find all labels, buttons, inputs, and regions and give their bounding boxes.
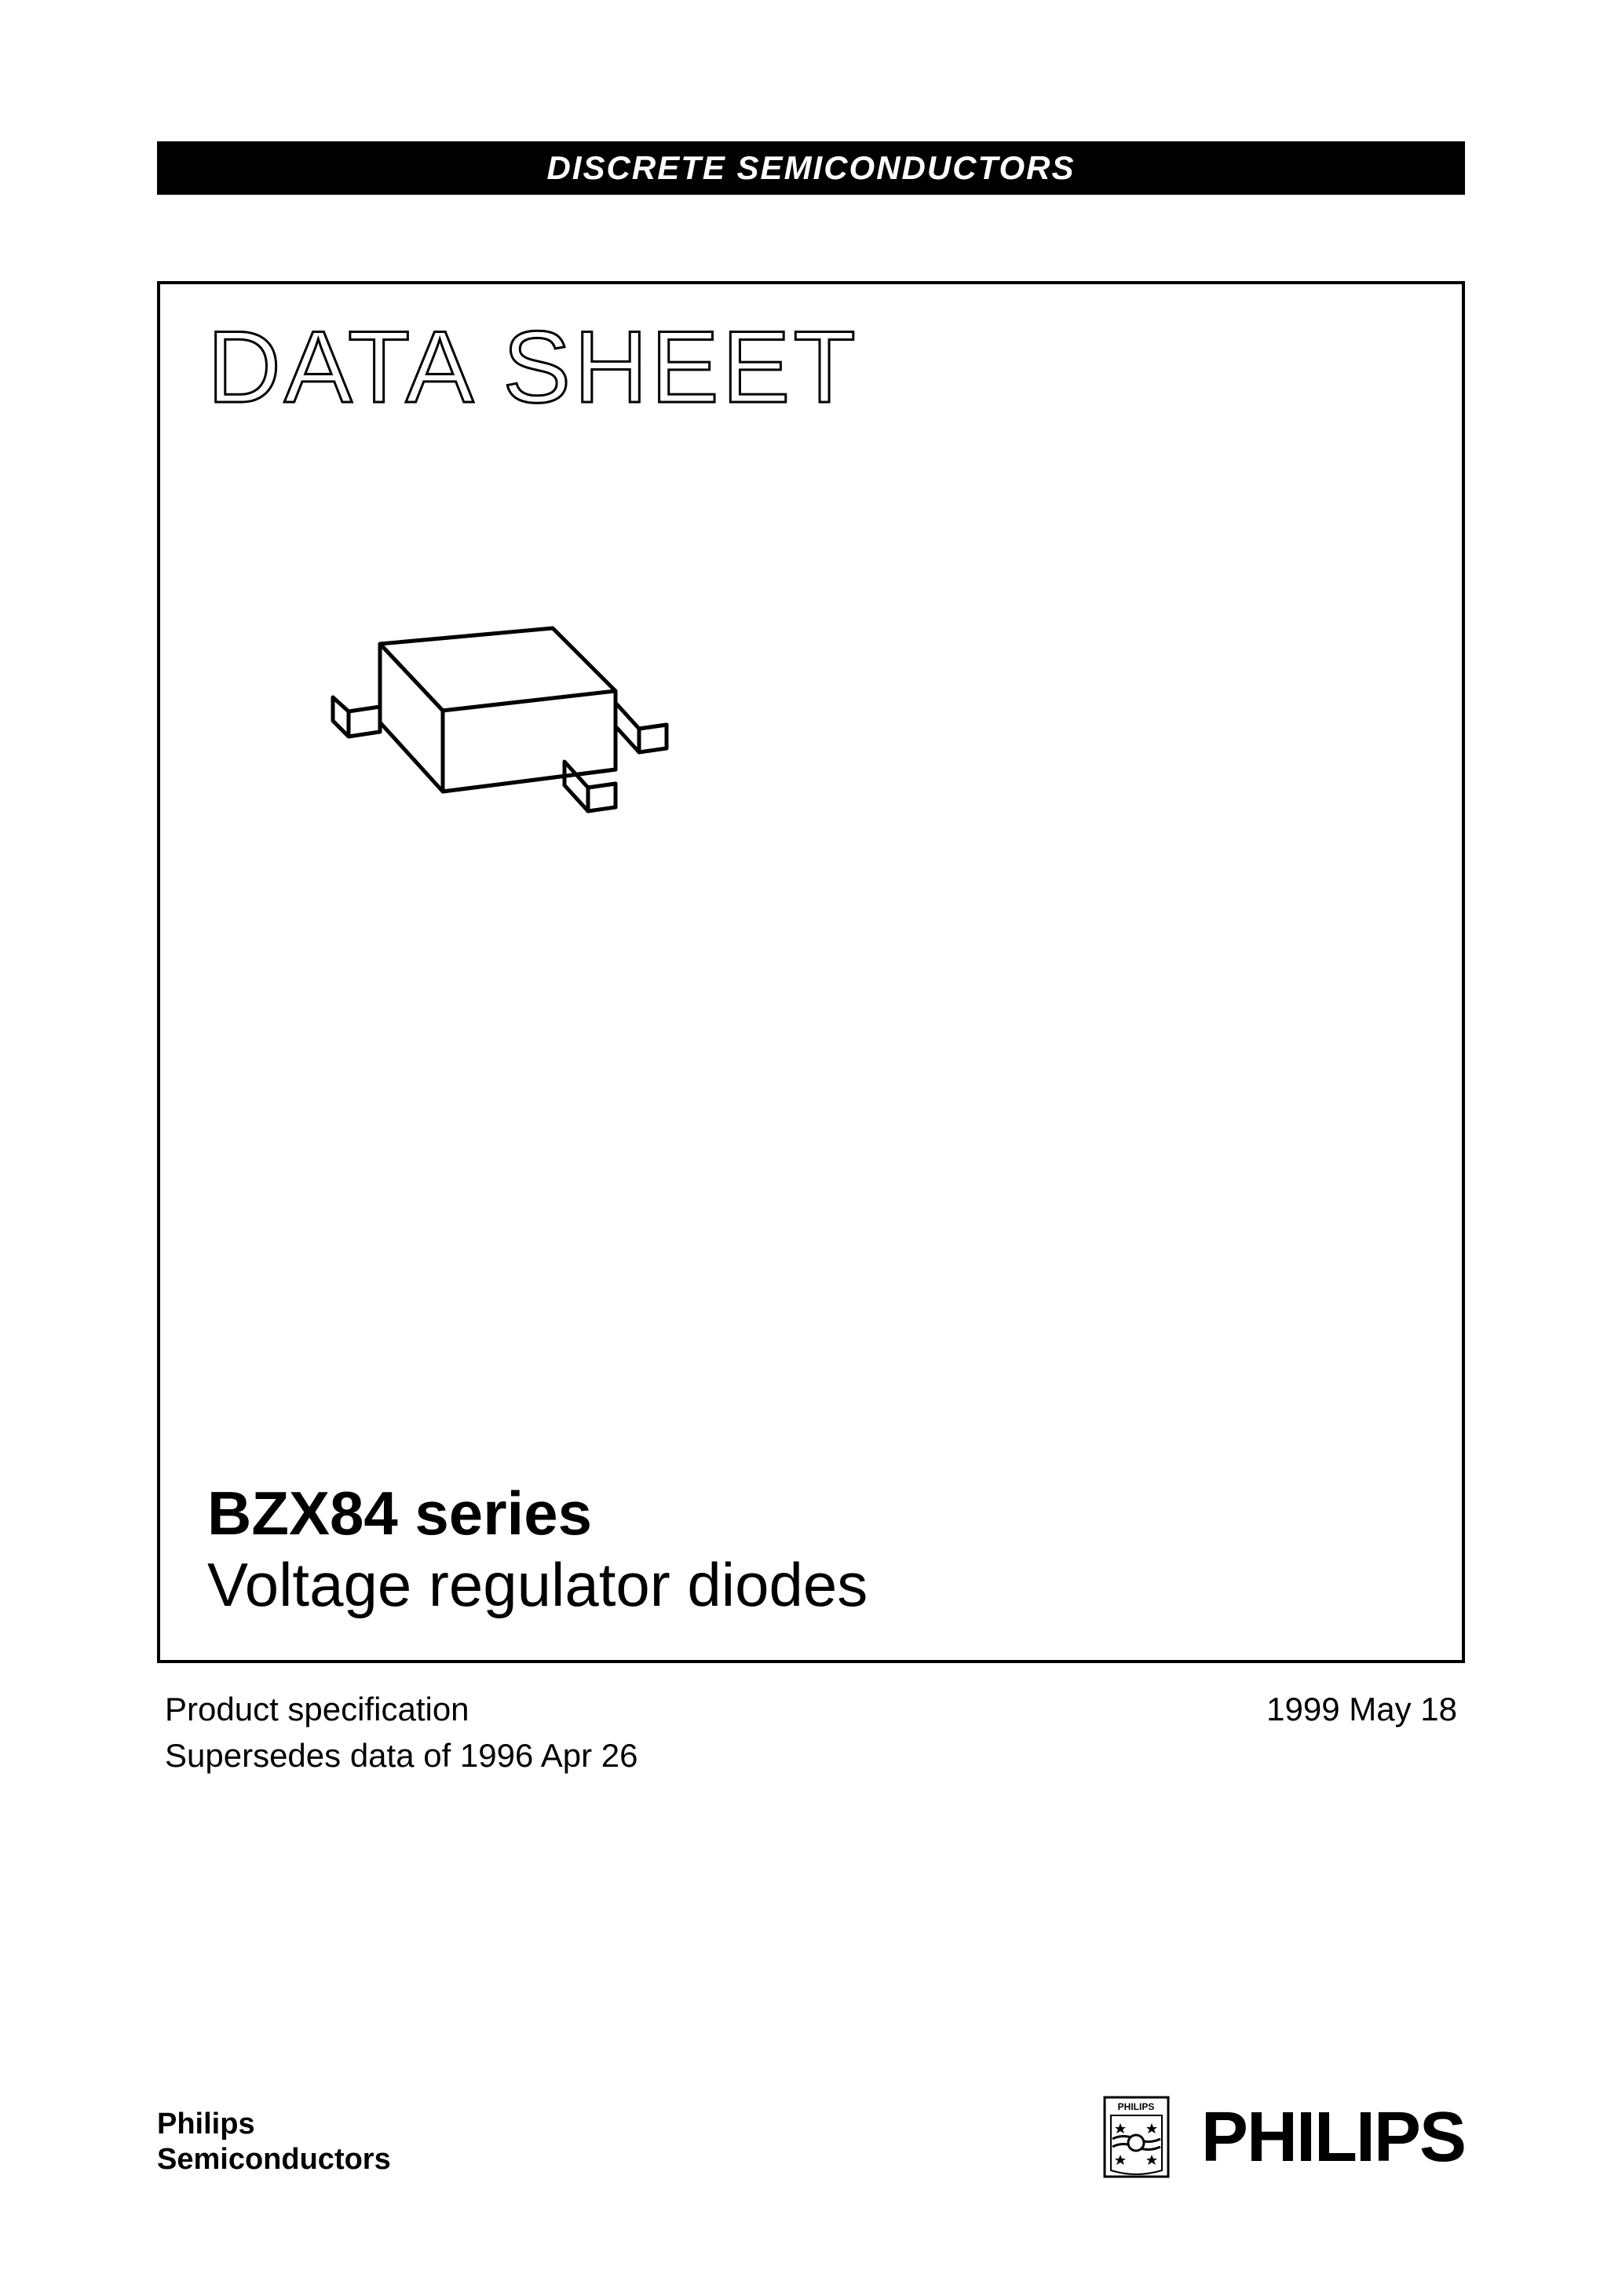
meta-left: Product specification Supersedes data of…	[165, 1687, 637, 1779]
datasheet-title-text: DATA SHEET	[207, 324, 859, 424]
content-frame: DATA SHEET	[157, 281, 1465, 1663]
product-description: Voltage regulator diodes	[207, 1549, 868, 1621]
category-header: DISCRETE SEMICONDUCTORS	[157, 141, 1465, 195]
footer: Philips Semiconductors PHILIPS PHILIPS	[157, 2096, 1465, 2178]
footer-company: Philips Semiconductors	[157, 2107, 391, 2178]
product-info: BZX84 series Voltage regulator diodes	[207, 1478, 868, 1621]
sot23-package-icon	[301, 605, 678, 903]
category-text: DISCRETE SEMICONDUCTORS	[547, 149, 1076, 186]
philips-wordmark: PHILIPS	[1201, 2097, 1465, 2178]
date: 1999 May 18	[1266, 1687, 1457, 1733]
product-series: BZX84 series	[207, 1478, 868, 1549]
company-line2: Semiconductors	[157, 2142, 391, 2178]
datasheet-title-svg: DATA SHEET	[207, 324, 875, 426]
footer-brand: PHILIPS PHILIPS	[1103, 2096, 1465, 2178]
shield-label-text: PHILIPS	[1118, 2101, 1155, 2112]
supersedes: Supersedes data of 1996 Apr 26	[165, 1733, 637, 1779]
datasheet-title: DATA SHEET	[207, 324, 1415, 448]
philips-shield-icon: PHILIPS	[1103, 2096, 1170, 2178]
package-drawing	[301, 605, 1415, 907]
spec-type: Product specification	[165, 1687, 637, 1733]
meta-right: 1999 May 18	[1266, 1687, 1457, 1779]
meta-row: Product specification Supersedes data of…	[157, 1687, 1465, 1779]
company-line1: Philips	[157, 2107, 391, 2143]
datasheet-page: DISCRETE SEMICONDUCTORS DATA SHEET	[0, 0, 1622, 2296]
